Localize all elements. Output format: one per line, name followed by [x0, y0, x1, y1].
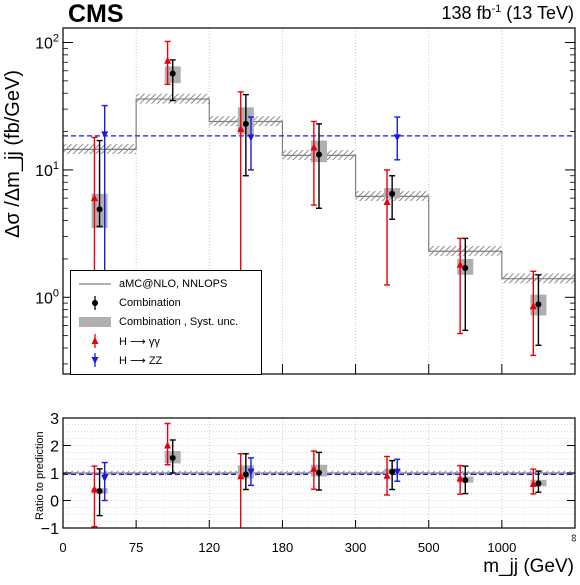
experiment-label: CMS	[68, 0, 124, 28]
legend-label-prediction: aMC@NLO, NNLOPS	[119, 278, 228, 290]
ratio-y-tick-label: −1	[41, 521, 59, 538]
ratio-point-gamgam-2	[237, 472, 245, 480]
legend-item-zz: H ⟶ ZZ	[79, 353, 162, 367]
main-point-combination-1	[169, 70, 176, 77]
main-point-combination-5	[462, 264, 469, 271]
main-point-combination-2	[242, 120, 249, 127]
x-tick-label: 500	[418, 540, 440, 555]
x-tick-label: 120	[198, 540, 220, 555]
ratio-y-tick-label: 0	[50, 494, 59, 511]
main-plot-frame	[62, 27, 576, 375]
main-y-tick-label: 101	[35, 160, 59, 180]
y-axis-label-main: Δσ /Δm_jj (fb/GeV)	[2, 70, 24, 238]
ratio-point-combination-1	[169, 454, 176, 461]
ratio-point-gamgam-0	[90, 485, 98, 493]
lumi-exponent: -1	[491, 3, 502, 15]
ratio-point-combination-6	[535, 480, 542, 487]
main-point-gamgam-1	[164, 56, 172, 64]
x-tick-label: 75	[129, 540, 143, 555]
ratio-y-tick-label: 1	[50, 466, 59, 483]
legend-label-syst: Combination , Syst. unc.	[119, 316, 239, 328]
x-tick-label: 300	[345, 540, 367, 555]
data-layer	[90, 40, 547, 528]
ratio-point-combination-2	[242, 471, 249, 478]
ratio-point-zz-2	[247, 468, 255, 476]
legend-item-combination: Combination	[79, 296, 181, 310]
main-point-gamgam-4	[383, 197, 391, 205]
luminosity-label: 138 fb-1 (13 TeV)	[441, 3, 574, 24]
main-point-combination-4	[389, 190, 396, 197]
x-axis-label: m_jj (GeV)	[483, 556, 574, 577]
ratio-point-zz-0	[101, 474, 109, 482]
main-point-gamgam-3	[310, 143, 318, 151]
main-point-gamgam-5	[456, 260, 464, 268]
legend-marker-gamgam	[79, 334, 111, 348]
legend-item-prediction: aMC@NLO, NNLOPS	[79, 277, 227, 291]
ratio-y-tick-label: 2	[50, 439, 59, 456]
main-point-zz-0	[101, 131, 109, 139]
main-point-combination-6	[535, 301, 542, 308]
main-point-gamgam-6	[529, 302, 537, 310]
main-y-tick-exponent: 0	[53, 287, 59, 299]
x-tick-label: 180	[272, 540, 294, 555]
ratio-point-gamgam-6	[529, 480, 537, 487]
ratio-point-combination-4	[389, 468, 396, 475]
x-tick-label: ∞	[568, 534, 580, 542]
ratio-y-tick-label: 3	[50, 411, 59, 428]
main-point-combination-0	[96, 206, 103, 213]
legend-label-combination: Combination	[119, 297, 181, 309]
legend-item-syst: Combination , Syst. unc.	[79, 315, 238, 329]
main-point-gamgam-0	[90, 194, 98, 202]
ratio-point-gamgam-3	[310, 464, 318, 472]
legend-label-gamgam: H ⟶ γγ	[119, 335, 160, 348]
legend-marker-combination	[79, 296, 111, 310]
legend-label-zz: H ⟶ ZZ	[119, 354, 163, 367]
ratio-point-combination-5	[462, 477, 469, 484]
x-tick-label: 1000	[487, 540, 516, 555]
main-y-tick-label: 100	[35, 287, 59, 307]
ratio-point-gamgam-5	[456, 474, 464, 482]
ratio-point-gamgam-4	[383, 471, 391, 479]
main-point-zz-2	[247, 134, 255, 142]
legend-item-gamgam: H ⟶ γγ	[79, 334, 160, 348]
legend-swatch-prediction	[79, 277, 111, 291]
legend: aMC@NLO, NNLOPS Combination Combination …	[70, 270, 262, 375]
main-point-zz-4	[393, 134, 401, 142]
x-tick-label: 0	[59, 540, 66, 555]
lumi-value: 138 fb	[441, 3, 492, 23]
legend-marker-zz	[79, 353, 111, 367]
main-y-tick-label: 102	[35, 33, 59, 53]
ratio-point-combination-0	[96, 488, 103, 495]
main-point-gamgam-2	[237, 124, 245, 132]
ratio-point-combination-3	[316, 469, 322, 476]
ratio-point-zz-4	[393, 468, 401, 476]
ratio-point-gamgam-1	[164, 441, 172, 449]
legend-box-syst	[79, 315, 111, 329]
y-axis-label-ratio: Ratio to prediction	[34, 431, 46, 520]
main-y-tick-exponent: 1	[53, 160, 59, 172]
main-y-tick-exponent: 2	[53, 33, 59, 45]
energy-value: (13 TeV)	[506, 3, 574, 23]
main-point-combination-3	[316, 151, 322, 158]
